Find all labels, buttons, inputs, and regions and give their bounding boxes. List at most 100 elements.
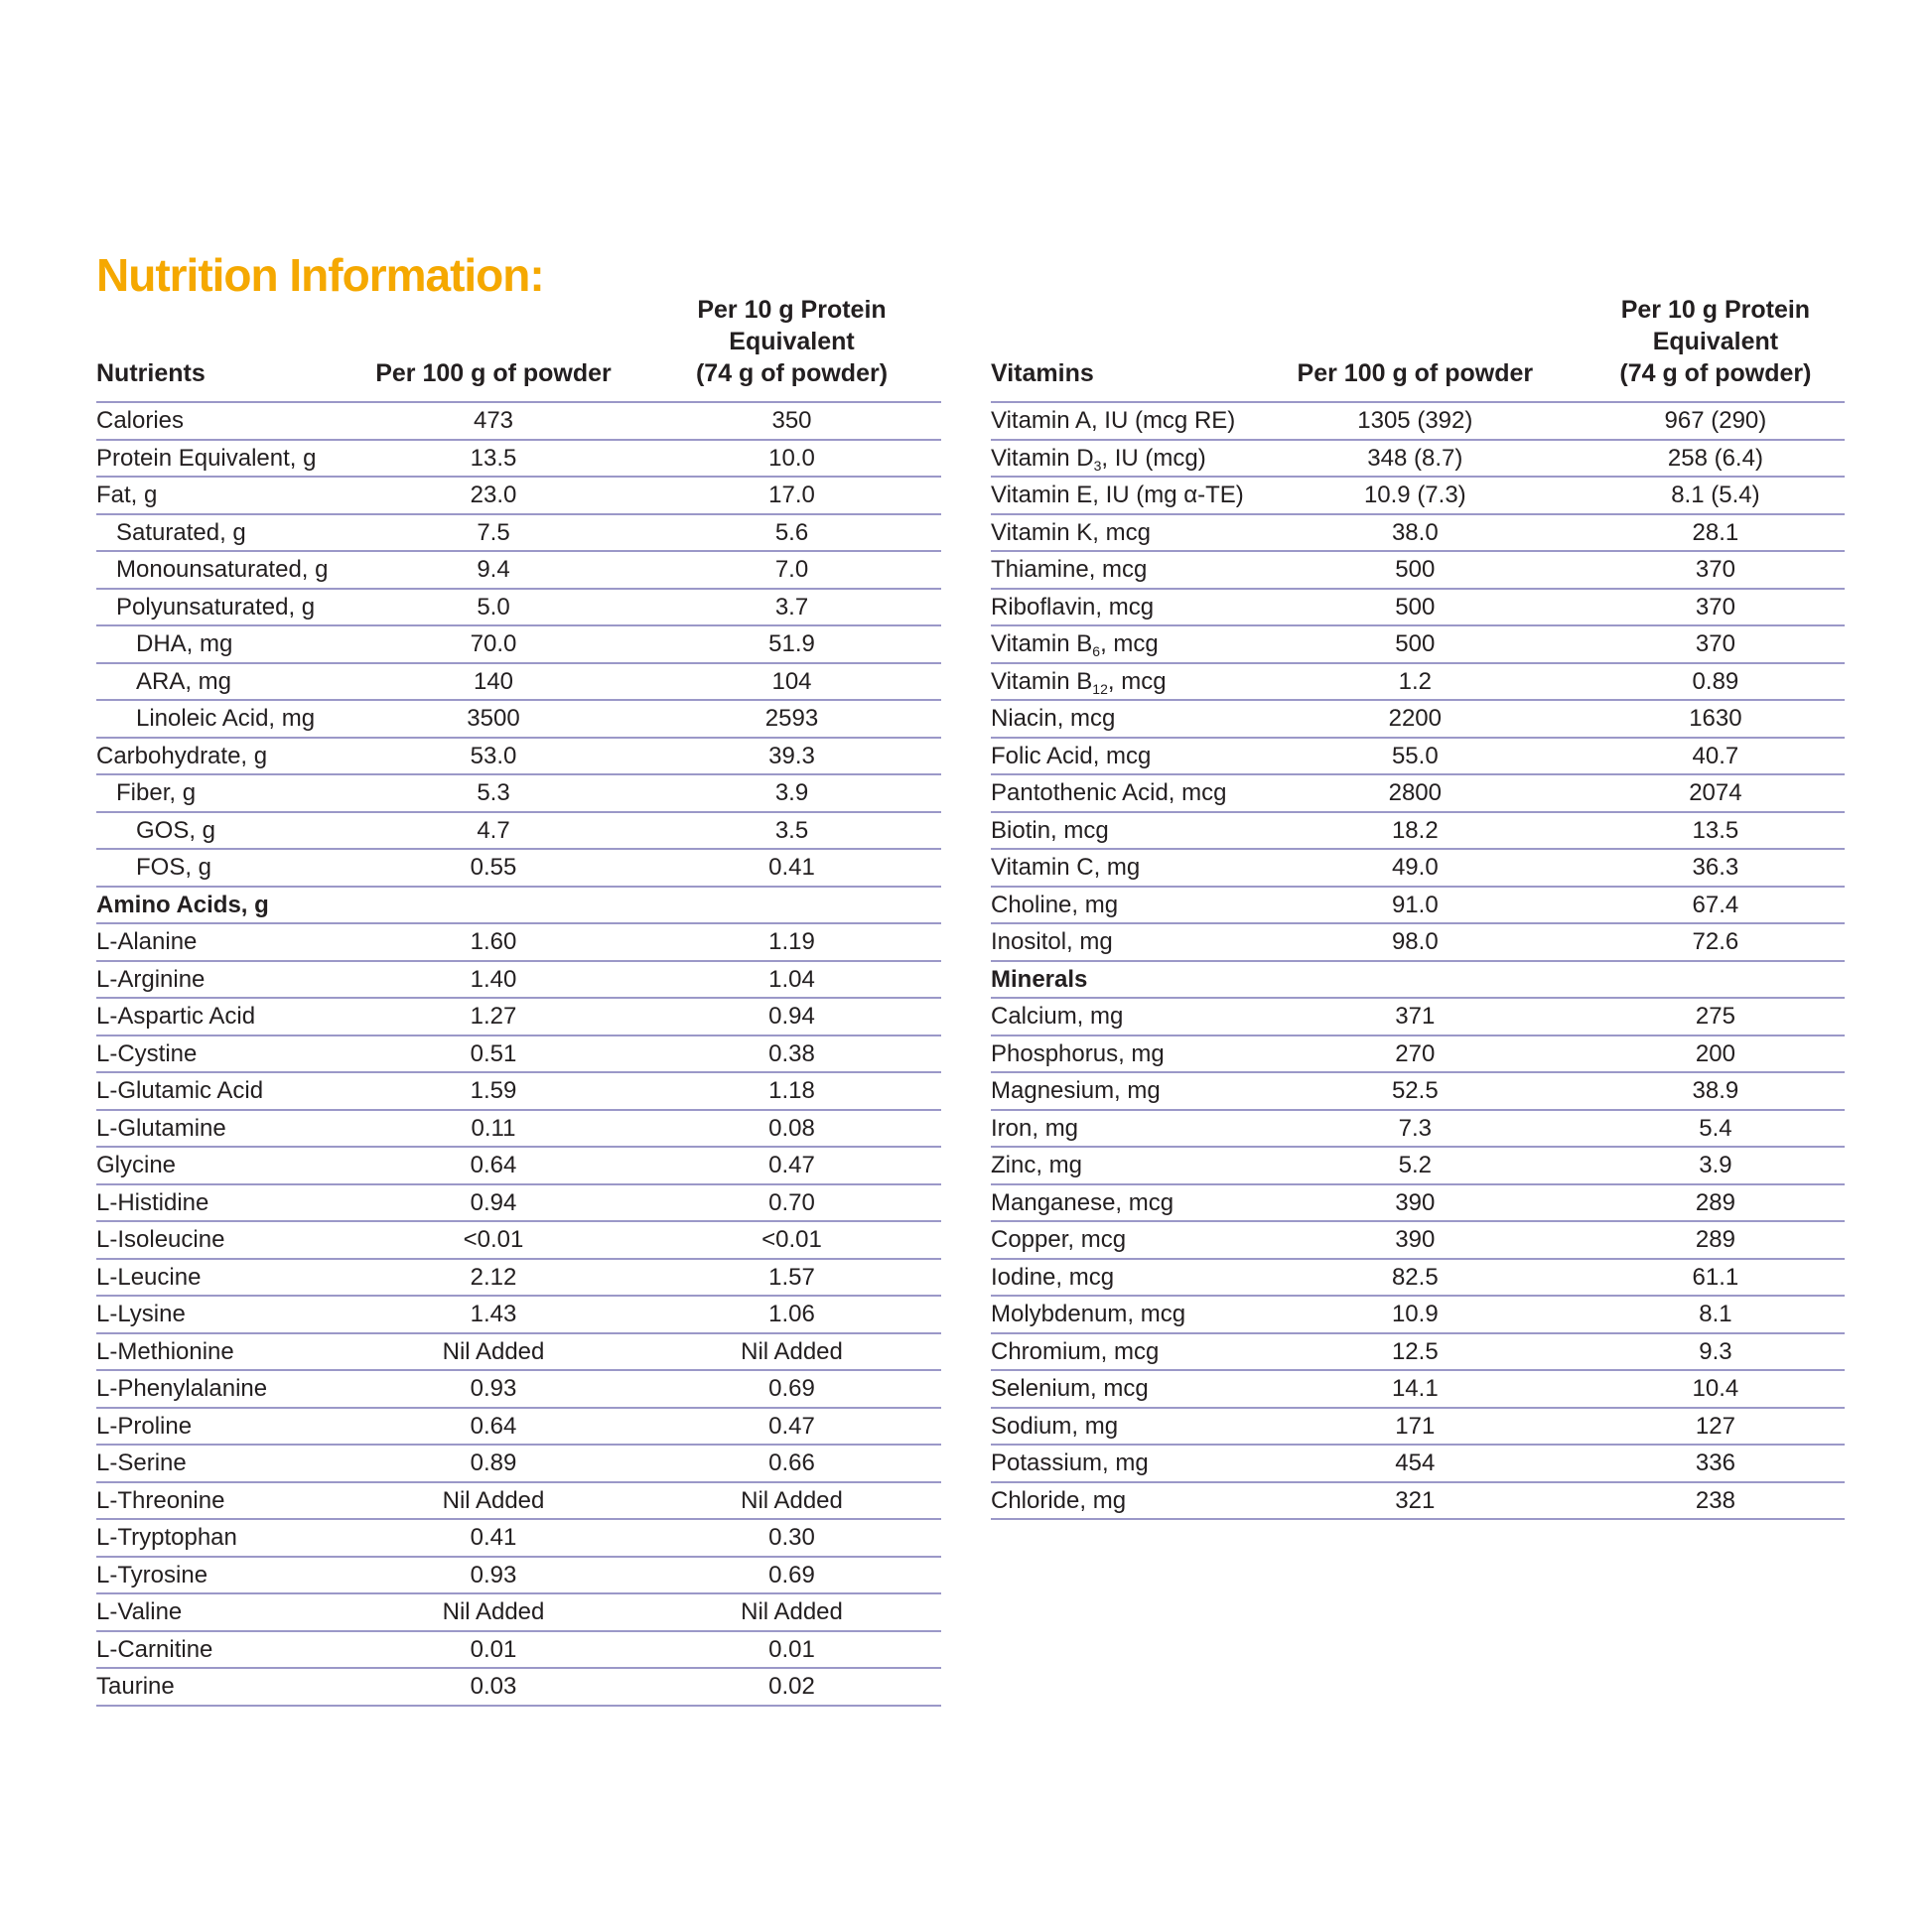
nutrient-label: Monounsaturated, g (96, 551, 345, 590)
label-text: Choline, mg (991, 891, 1119, 918)
value-per-100g: 2.12 (345, 1258, 642, 1297)
label-subscript: 3 (1093, 457, 1102, 474)
section-row: Minerals (991, 960, 1845, 999)
value-per-100g: 12.5 (1243, 1332, 1587, 1371)
table-row: Copper, mcg 390 289 (991, 1221, 1845, 1260)
header-line-1: Per 10 g Protein Equivalent (1620, 296, 1811, 355)
value-per-10g-pe (642, 886, 941, 924)
label-text: Glycine (96, 1152, 177, 1179)
label-text: Vitamin K, mcg (991, 518, 1151, 546)
value-per-100g: 454 (1243, 1445, 1587, 1483)
value-per-100g: 390 (1243, 1183, 1587, 1222)
table-row: L-Lysine 1.43 1.06 (96, 1296, 941, 1334)
label-text: Calcium, mg (991, 1003, 1124, 1031)
nutrient-label: Riboflavin, mcg (991, 588, 1244, 626)
value-per-100g: 4.7 (345, 811, 642, 850)
table-row: Monounsaturated, g 9.4 7.0 (96, 551, 941, 590)
value-per-100g: 500 (1243, 625, 1587, 664)
table-row: Vitamin B6, mcg 500 370 (991, 625, 1845, 664)
label-text: Fat, g (96, 482, 158, 509)
value-per-100g: 0.51 (345, 1035, 642, 1073)
header-per-10g-pe: Per 10 g Protein Equivalent (74 g of powd… (642, 294, 941, 402)
table-row: Iron, mg 7.3 5.4 (991, 1109, 1845, 1148)
value-per-10g-pe: 8.1 (1586, 1296, 1845, 1334)
table-row: Choline, mg 91.0 67.4 (991, 886, 1845, 924)
nutrient-label: L-Alanine (96, 923, 345, 962)
nutrient-label: GOS, g (96, 811, 345, 850)
table-row: Chromium, mcg 12.5 9.3 (991, 1332, 1845, 1371)
label-text: Fiber, g (116, 779, 197, 807)
nutrient-label: Magnesium, mg (991, 1072, 1244, 1111)
nutrient-label: L-Glutamine (96, 1109, 345, 1148)
value-per-10g-pe: 0.38 (642, 1035, 941, 1073)
label-text: Chromium, mcg (991, 1337, 1160, 1365)
label-text: L-Isoleucine (96, 1226, 225, 1254)
nutrient-label: Copper, mcg (991, 1221, 1244, 1260)
value-per-100g: 10.9 (7.3) (1243, 477, 1587, 515)
table-row: Calcium, mg 371 275 (991, 998, 1845, 1036)
label-text: Inositol, mg (991, 928, 1113, 956)
value-per-10g-pe: 350 (642, 402, 941, 441)
table-row: L-Methionine Nil Added Nil Added (96, 1332, 941, 1371)
label-text: Phosphorus, mg (991, 1039, 1165, 1067)
label-text: L-Tyrosine (96, 1561, 208, 1588)
value-per-10g-pe: Nil Added (642, 1593, 941, 1632)
table-row: Glycine 0.64 0.47 (96, 1147, 941, 1185)
value-per-10g-pe: <0.01 (642, 1221, 941, 1260)
nutrient-label: ARA, mg (96, 662, 345, 701)
nutrient-label: Saturated, g (96, 513, 345, 552)
label-text: Riboflavin, mcg (991, 593, 1155, 621)
table-row: L-Threonine Nil Added Nil Added (96, 1481, 941, 1520)
table-row: L-Alanine 1.60 1.19 (96, 923, 941, 962)
nutrient-label: Pantothenic Acid, mcg (991, 774, 1244, 813)
label-text: L-Phenylalanine (96, 1375, 268, 1403)
label-text: Thiamine, mcg (991, 556, 1148, 584)
value-per-10g-pe: 5.4 (1586, 1109, 1845, 1148)
nutrient-label: Vitamin C, mg (991, 849, 1244, 888)
value-per-10g-pe: 3.5 (642, 811, 941, 850)
label-text: Vitamin B (991, 667, 1093, 695)
value-per-10g-pe: 0.66 (642, 1445, 941, 1483)
page-title: Nutrition Information: (96, 249, 545, 301)
value-per-100g: Nil Added (345, 1593, 642, 1632)
nutrient-label: Potassium, mg (991, 1445, 1244, 1483)
table-row: Vitamin A, IU (mcg RE) 1305 (392) 967 (290… (991, 402, 1845, 441)
label-text: Magnesium, mg (991, 1077, 1161, 1105)
value-per-100g: 1.40 (345, 960, 642, 999)
label-text: L-Serine (96, 1449, 187, 1477)
nutrient-label: Thiamine, mcg (991, 551, 1244, 590)
header-per-100g: Per 100 g of powder (375, 359, 612, 387)
value-per-100g: 1.60 (345, 923, 642, 962)
value-per-100g: 0.93 (345, 1556, 642, 1594)
value-per-100g: 348 (8.7) (1243, 439, 1587, 478)
nutrient-label: L-Glutamic Acid (96, 1072, 345, 1111)
value-per-100g (1243, 960, 1587, 999)
label-text: Iodine, mcg (991, 1263, 1115, 1291)
nutrient-label: L-Valine (96, 1593, 345, 1632)
value-per-10g-pe: 1.57 (642, 1258, 941, 1297)
nutrient-label: Biotin, mcg (991, 811, 1244, 850)
value-per-10g-pe: 2593 (642, 700, 941, 739)
label-text: L-Carnitine (96, 1635, 213, 1663)
value-per-100g: 2200 (1243, 700, 1587, 739)
label-text: L-Lysine (96, 1301, 186, 1328)
value-per-10g-pe: 1.04 (642, 960, 941, 999)
value-per-10g-pe: 40.7 (1586, 737, 1845, 775)
value-per-10g-pe: 967 (290) (1586, 402, 1845, 441)
value-per-10g-pe: 0.94 (642, 998, 941, 1036)
value-per-100g: 23.0 (345, 477, 642, 515)
value-per-10g-pe: 0.70 (642, 1183, 941, 1222)
value-per-10g-pe: 289 (1586, 1221, 1845, 1260)
nutrient-label: Iron, mg (991, 1109, 1244, 1148)
table-row: Taurine 0.03 0.02 (96, 1668, 941, 1707)
nutrient-label: L-Threonine (96, 1481, 345, 1520)
label-text: Calories (96, 407, 185, 435)
label-text: Copper, mcg (991, 1226, 1127, 1254)
value-per-10g-pe: 127 (1586, 1407, 1845, 1446)
value-per-10g-pe: 67.4 (1586, 886, 1845, 924)
value-per-100g: 82.5 (1243, 1258, 1587, 1297)
nutrient-label: Vitamin D3, IU (mcg) (991, 439, 1244, 478)
nutrient-label: L-Leucine (96, 1258, 345, 1297)
label-text: Folic Acid, mcg (991, 742, 1152, 769)
value-per-10g-pe: 0.69 (642, 1370, 941, 1409)
